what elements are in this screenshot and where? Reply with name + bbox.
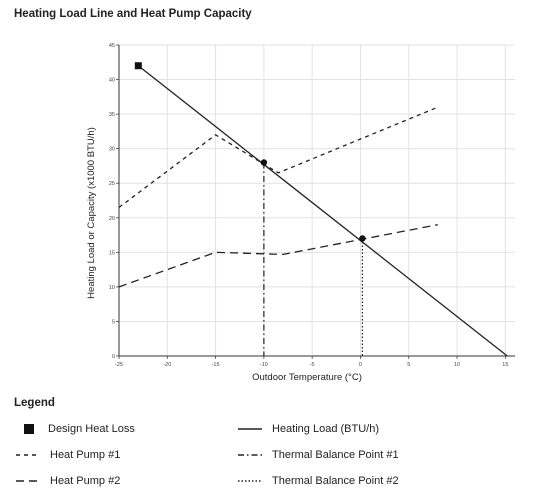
legend-item-heat-pump-1: Heat Pump #1: [16, 447, 120, 463]
chart-series: [118, 65, 508, 357]
x-tick-label: -5: [310, 362, 315, 368]
x-tick-label: 10: [454, 362, 460, 368]
dotted-line-icon: [238, 480, 262, 482]
y-tick-label: 30: [109, 147, 115, 153]
chart-axes: [118, 45, 515, 357]
x-axis-label: Outdoor Temperature (°C): [252, 372, 362, 383]
y-tick-label: 20: [109, 216, 115, 222]
y-tick-label: 5: [112, 319, 115, 325]
legend-item-design-heat-loss: Design Heat Loss: [22, 421, 135, 437]
legend-label: Thermal Balance Point #2: [272, 475, 399, 487]
x-tick-label: 0: [359, 362, 362, 368]
y-tick-label: 45: [109, 43, 115, 49]
y-tick-label: 10: [109, 285, 115, 291]
series-line-1: [137, 65, 508, 357]
legend-label: Thermal Balance Point #1: [272, 449, 399, 461]
legend-label: Heating Load (BTU/h): [272, 423, 379, 435]
legend-item-balance-point-1: Thermal Balance Point #1: [238, 447, 399, 463]
dash-dot-line-icon: [238, 454, 262, 456]
chart-ticks: -25 -20 -15 -10 -5 0 5 10 15 0 5 10 15 20 25 30 35 40 45: [109, 43, 509, 368]
y-axis-label: Heating Load or Capacity (x1000 BTU/h): [86, 127, 97, 299]
x-tick-label: -10: [260, 362, 268, 368]
legend-label: Design Heat Loss: [48, 423, 135, 435]
balance-point-1: [260, 159, 268, 166]
long-dash-line-icon: [16, 480, 40, 482]
y-tick-label: 25: [109, 181, 115, 187]
legend-item-balance-point-2: Thermal Balance Point #2: [238, 473, 399, 489]
y-tick-label: 0: [112, 354, 115, 360]
legend-item-heat-pump-2: Heat Pump #2: [16, 473, 120, 489]
chart-grid: [118, 44, 515, 357]
x-tick-label: -15: [212, 362, 220, 368]
legend-label: Heat Pump #1: [50, 449, 121, 461]
y-tick-label: 35: [109, 112, 115, 118]
chart-title: Heating Load Line and Heat Pump Capacity: [14, 8, 252, 20]
x-tick-label: 5: [407, 362, 410, 368]
balance-point-2: [359, 235, 366, 242]
legend-item-heating-load: Heating Load (BTU/h): [238, 421, 379, 437]
y-tick-label: 40: [109, 78, 115, 84]
legend-title: Legend: [14, 397, 55, 409]
square-marker-icon: [24, 424, 34, 434]
series-line-2: [118, 106, 438, 208]
x-tick-label: 15: [502, 362, 508, 368]
solid-line-icon: [238, 428, 262, 430]
y-tick-label: 15: [109, 250, 115, 256]
chart-plot: -25 -20 -15 -10 -5 0 5 10 15 0 5 10 15 20 25 30 35 40 45 O…: [86, 43, 515, 383]
x-tick-label: -25: [115, 362, 123, 368]
design-heat-loss-marker: [134, 62, 142, 70]
chart-markers: [134, 62, 366, 242]
x-tick-label: -20: [163, 362, 171, 368]
dashed-line-icon: [16, 454, 40, 456]
legend-label: Heat Pump #2: [50, 475, 121, 487]
